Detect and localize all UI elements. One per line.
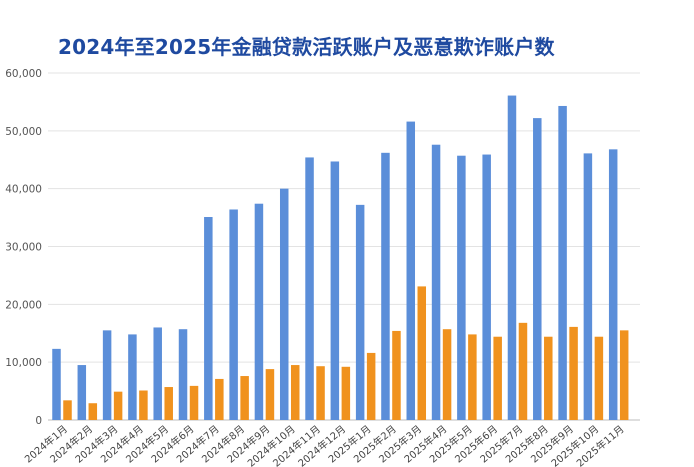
- bar-series-1: [608, 149, 618, 420]
- bar-series-1: [77, 365, 87, 420]
- y-tick-label: 30,000: [5, 242, 42, 254]
- bar-series-1: [406, 121, 416, 420]
- bar-series-2: [63, 400, 72, 420]
- bar-series-1: [305, 157, 314, 421]
- bar-series-1: [482, 154, 491, 421]
- bar-series-1: [330, 161, 340, 421]
- bar-series-2: [468, 334, 477, 420]
- bar-series-1: [381, 152, 390, 420]
- chart-title: 2024年至2025年金融贷款活跃账户及恶意欺诈账户数: [58, 35, 555, 59]
- bar-series-1: [533, 118, 542, 421]
- bar-series-2: [569, 326, 578, 420]
- bar-series-1: [128, 334, 137, 420]
- bar-series-1: [204, 217, 213, 420]
- bar-series-2: [113, 391, 123, 420]
- bar-series-1: [254, 203, 264, 420]
- bar-series-1: [558, 105, 567, 420]
- bar-series-1: [229, 209, 238, 420]
- bar-series-2: [265, 369, 275, 420]
- y-tick-label: 10,000: [5, 357, 42, 369]
- bar-series-1: [583, 153, 593, 420]
- bar-series-2: [189, 385, 199, 420]
- bar-series-1: [153, 327, 162, 420]
- bar-series-2: [619, 330, 629, 420]
- bar-series-2: [594, 336, 604, 420]
- bar-series-2: [493, 336, 502, 420]
- bar-series-1: [431, 144, 441, 421]
- y-tick-label: 50,000: [5, 126, 42, 138]
- bar-series-2: [240, 376, 249, 420]
- bar-series-2: [392, 330, 401, 420]
- y-tick-label: 40,000: [5, 184, 42, 196]
- bar-series-2: [164, 387, 173, 420]
- bar-series-1: [507, 95, 517, 421]
- y-tick-label: 60,000: [5, 68, 42, 80]
- bar-series-1: [52, 348, 61, 420]
- y-tick-label: 0: [35, 415, 42, 427]
- y-tick-label: 20,000: [5, 299, 42, 311]
- bar-series-2: [88, 403, 98, 420]
- bar-series-1: [457, 155, 466, 420]
- bar-series-1: [279, 188, 289, 420]
- bar-series-1: [355, 204, 365, 420]
- bar-series-2: [417, 286, 427, 420]
- bar-series-1: [102, 330, 112, 420]
- bar-series-2: [544, 336, 553, 420]
- bar-series-2: [442, 329, 452, 420]
- bar-series-2: [215, 378, 224, 420]
- bar-series-2: [366, 352, 376, 420]
- bar-series-2: [518, 322, 528, 420]
- bar-series-2: [139, 390, 148, 420]
- bar-series-2: [290, 365, 300, 420]
- bar-series-1: [178, 329, 188, 420]
- bar-series-2: [316, 366, 325, 420]
- bar-series-2: [341, 366, 351, 420]
